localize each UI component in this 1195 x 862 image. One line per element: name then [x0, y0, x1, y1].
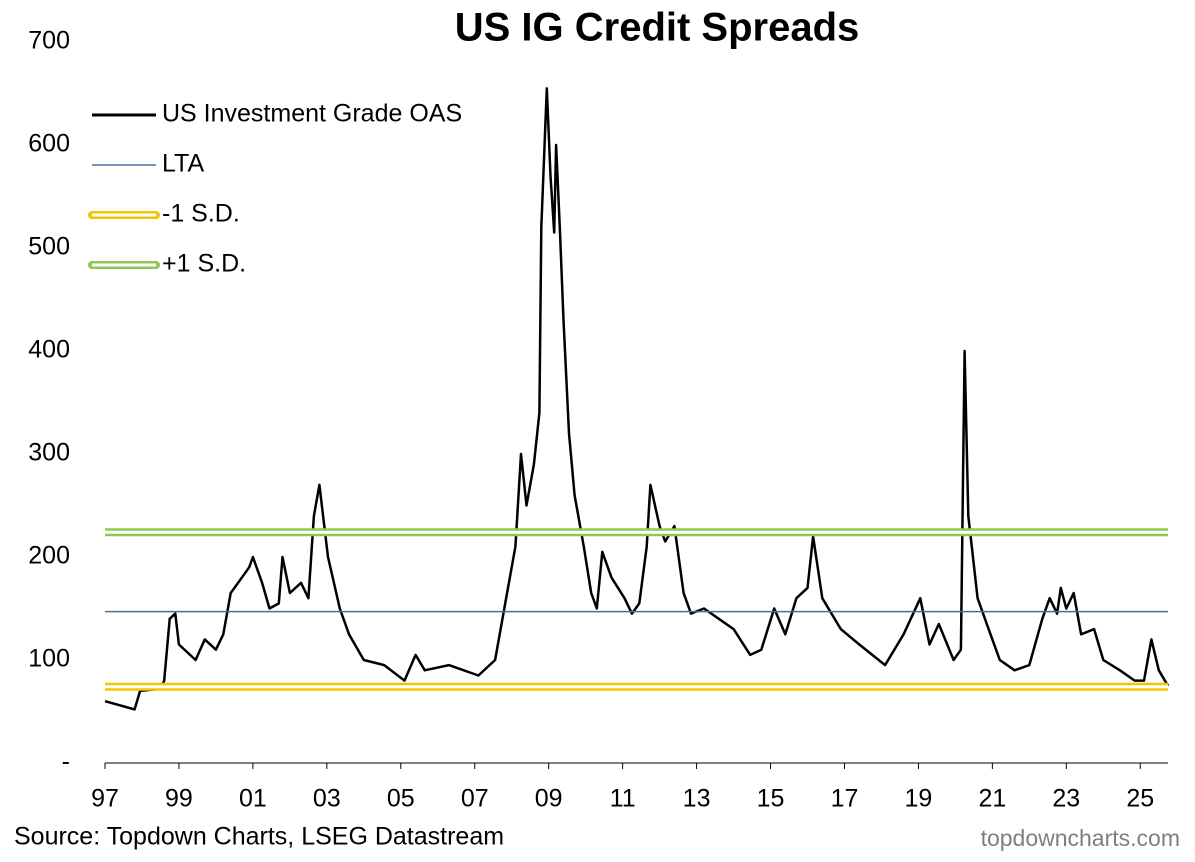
y-tick-label: - [62, 748, 70, 776]
x-tick-label: 21 [978, 785, 1006, 813]
x-tick-label: 01 [239, 785, 267, 813]
y-tick-label: 300 [28, 439, 70, 467]
x-tick-label: 13 [683, 785, 711, 813]
legend-label: +1 S.D. [162, 250, 246, 278]
y-tick-label: 100 [28, 645, 70, 673]
x-tick-label: 07 [461, 785, 489, 813]
x-tick-label: 05 [387, 785, 415, 813]
x-tick-label: 03 [313, 785, 341, 813]
y-tick-label: 400 [28, 336, 70, 364]
x-tick-label: 99 [165, 785, 193, 813]
y-tick-label: 200 [28, 542, 70, 570]
x-tick-label: 23 [1052, 785, 1080, 813]
y-tick-label: 500 [28, 233, 70, 261]
chart-title: US IG Credit Spreads [455, 6, 860, 50]
x-tick-label: 25 [1126, 785, 1154, 813]
x-tick-label: 11 [610, 785, 636, 813]
y-tick-label: 700 [28, 27, 70, 55]
x-tick-label: 97 [91, 785, 119, 813]
watermark: topdowncharts.com [981, 825, 1180, 851]
series-line [104, 87, 1170, 711]
y-tick-label: 600 [28, 130, 70, 158]
x-tick-label: 19 [905, 785, 933, 813]
legend-label: US Investment Grade OAS [162, 100, 462, 128]
x-tick-label: 09 [535, 785, 563, 813]
legend-label: -1 S.D. [162, 200, 240, 228]
legend-label: LTA [162, 150, 204, 178]
x-tick-label: 15 [757, 785, 785, 813]
x-tick-label: 17 [831, 785, 859, 813]
source: Source: Topdown Charts, LSEG Datastream [14, 823, 504, 851]
